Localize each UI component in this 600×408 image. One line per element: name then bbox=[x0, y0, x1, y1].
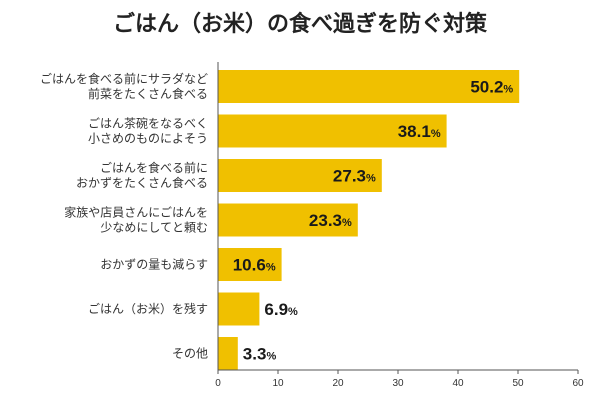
value-labels: 50.2%38.1%27.3%23.3%10.6%6.9%3.3% bbox=[233, 78, 514, 364]
value-number: 38.1 bbox=[398, 122, 431, 141]
x-axis: 0 10 20 30 40 50 60 bbox=[215, 62, 584, 389]
bar-7 bbox=[218, 337, 238, 370]
category-label-line: 前菜をたくさん食べる bbox=[88, 86, 208, 101]
category-label-line: 小さめのものによそう bbox=[88, 132, 208, 146]
category-label-5: おかずの量も減らす bbox=[100, 257, 208, 272]
bars-group bbox=[218, 70, 520, 370]
category-label-line: おかずをたくさん食べる bbox=[76, 175, 208, 190]
category-label-1: ごはんを食べる前にサラダなど前菜をたくさん食べる bbox=[40, 71, 208, 101]
category-label-2: ごはん茶碗をなるべく小さめのものによそう bbox=[88, 116, 208, 146]
category-label-line: ごはんを食べる前に bbox=[100, 160, 208, 175]
bar-6 bbox=[218, 292, 260, 326]
category-label-line: 少なめにしてと頼む bbox=[100, 221, 208, 235]
value-label-1: 50.2% bbox=[470, 78, 513, 97]
category-label-7: その他 bbox=[172, 347, 208, 361]
value-percent-sign: % bbox=[342, 217, 352, 229]
value-number: 27.3 bbox=[333, 167, 366, 186]
x-tick-label: 30 bbox=[392, 378, 404, 389]
value-label-7: 3.3% bbox=[243, 345, 277, 364]
bar-3 bbox=[218, 159, 382, 192]
x-tick-label: 20 bbox=[332, 378, 344, 389]
category-labels: ごはんを食べる前にサラダなど前菜をたくさん食べるごはん茶碗をなるべく小さめのもの… bbox=[40, 71, 208, 361]
category-label-4: 家族や店員さんにごはんを少なめにしてと頼む bbox=[64, 205, 208, 235]
value-number: 50.2 bbox=[470, 78, 503, 97]
value-percent-sign: % bbox=[431, 128, 441, 140]
x-tick-label: 40 bbox=[452, 378, 464, 389]
value-percent-sign: % bbox=[503, 84, 513, 96]
bar-2 bbox=[218, 114, 447, 148]
bar-5 bbox=[218, 248, 282, 281]
value-percent-sign: % bbox=[288, 306, 298, 318]
x-tick-label: 0 bbox=[215, 378, 221, 389]
value-percent-sign: % bbox=[266, 262, 276, 274]
value-label-5: 10.6% bbox=[233, 256, 276, 275]
value-percent-sign: % bbox=[366, 173, 376, 185]
category-label-line: 家族や店員さんにごはんを bbox=[64, 205, 208, 220]
value-number: 3.3 bbox=[243, 345, 267, 364]
category-label-line: ごはんを食べる前にサラダなど bbox=[40, 71, 208, 86]
value-label-6: 6.9% bbox=[264, 300, 298, 319]
value-label-3: 27.3% bbox=[333, 167, 376, 186]
chart-title: ごはん（お米）の食べ過ぎを防ぐ対策 bbox=[113, 11, 488, 37]
category-label-3: ごはんを食べる前におかずをたくさん食べる bbox=[76, 160, 208, 190]
category-label-6: ごはん（お米）を残す bbox=[88, 301, 208, 316]
x-tick-label: 10 bbox=[272, 378, 284, 389]
value-label-4: 23.3% bbox=[309, 211, 352, 230]
value-number: 23.3 bbox=[309, 211, 342, 230]
x-tick-label: 60 bbox=[572, 378, 584, 389]
x-tick-label: 50 bbox=[512, 378, 524, 389]
value-percent-sign: % bbox=[266, 351, 276, 363]
bar-4 bbox=[218, 203, 358, 237]
category-label-line: ごはん茶碗をなるべく bbox=[88, 116, 208, 131]
bar-1 bbox=[218, 70, 520, 103]
value-number: 6.9 bbox=[264, 300, 288, 319]
value-label-2: 38.1% bbox=[398, 122, 441, 141]
value-number: 10.6 bbox=[233, 256, 266, 275]
